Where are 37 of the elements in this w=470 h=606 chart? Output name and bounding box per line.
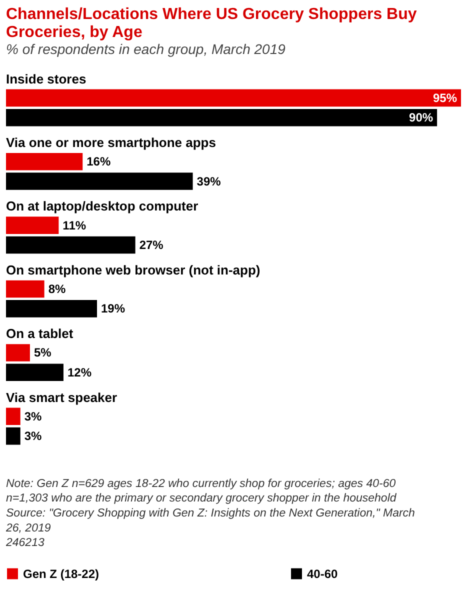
data-label: 16% — [86, 154, 111, 169]
bar — [6, 172, 193, 190]
bar — [6, 427, 20, 445]
text: Note: Gen Z n=629 ages 18-22 who currently shop for groceries; ages 40-60 n=1,303 who are the primary or secondary grocery shopper in the household — [6, 478, 397, 505]
data-label: 12% — [67, 365, 92, 380]
bar — [6, 300, 97, 318]
chart-subtitle: % of respondents in each group, March 2019 — [6, 41, 286, 57]
data-label: 95% — [432, 90, 458, 105]
legend-label: 40-60 — [307, 566, 338, 581]
bar — [6, 108, 438, 126]
data-label: 11% — [62, 218, 86, 232]
bar — [6, 236, 136, 254]
chart-title: Channels/Locations Where US Grocery Shoppers Buy Groceries, by Age — [6, 6, 417, 41]
data-label: 5% — [34, 346, 52, 360]
y-tick-label: Via smart speaker — [6, 390, 118, 405]
data-label: 19% — [101, 302, 126, 316]
source-note: Source: "Grocery Shopping with Gen Z: Insights on the Next Generation," March 26, 2019 — [5, 508, 415, 534]
y-tick-label: On smartphone web browser (not in-app) — [6, 262, 260, 278]
bar — [6, 280, 44, 298]
data-label: 3% — [24, 409, 42, 424]
y-tick-label: On at laptop/desktop computer — [6, 198, 198, 214]
bar — [6, 344, 30, 362]
text: 246213 — [5, 537, 45, 550]
bar — [6, 216, 59, 234]
y-tick-label: Inside stores — [6, 71, 86, 86]
data-label: 90% — [409, 110, 434, 125]
legend-label: Gen Z (18-22) — [23, 566, 100, 581]
bar — [6, 89, 461, 107]
bar — [6, 152, 83, 170]
bar — [6, 408, 20, 426]
data-label: 8% — [48, 282, 66, 296]
y-tick-label: Via one or more smartphone apps — [6, 134, 216, 150]
data-label: 39% — [196, 174, 222, 188]
data-label: 27% — [139, 238, 164, 252]
data-label: 3% — [24, 429, 42, 444]
y-tick-label: On a tablet — [6, 326, 74, 342]
bar — [6, 364, 64, 382]
